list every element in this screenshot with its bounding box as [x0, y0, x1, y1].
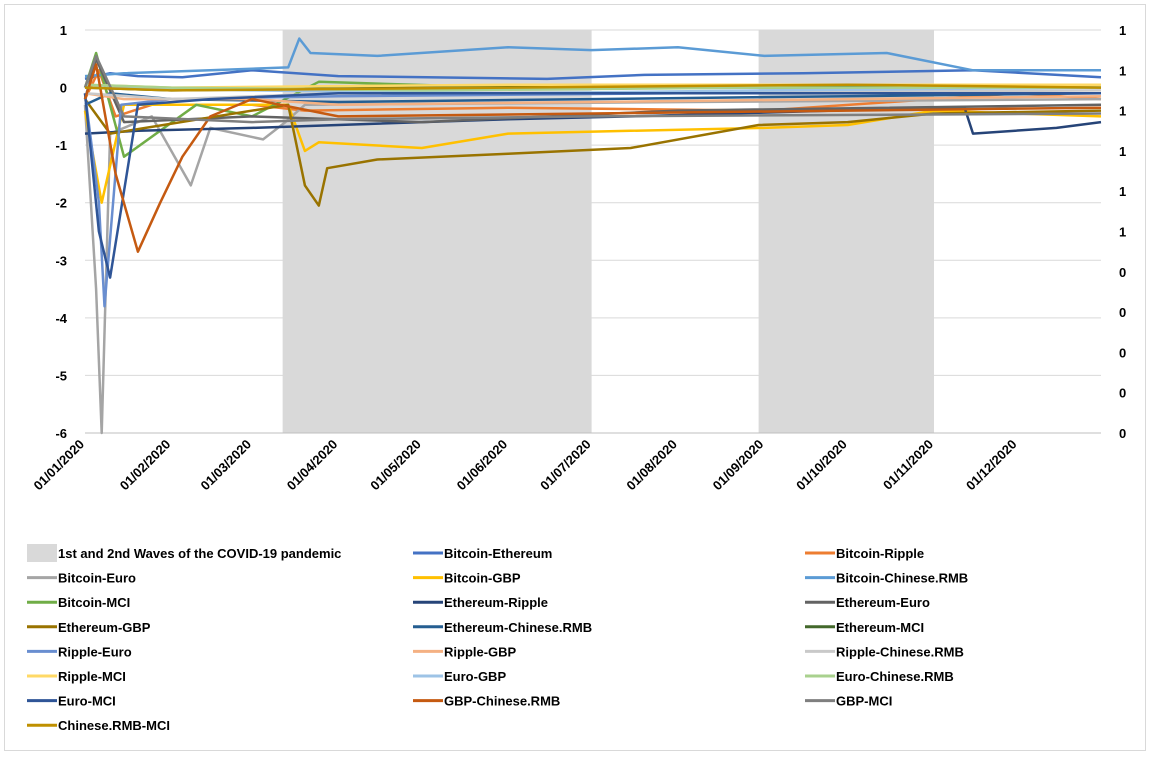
legend-swatch-band — [27, 544, 57, 562]
y-tick-label: -2 — [55, 196, 67, 211]
series-line-ethereum-chinese-rmb — [84, 92, 1102, 106]
series-line-euro-chinese-rmb — [84, 83, 1101, 92]
x-tick-label: 01/12/2020 — [963, 437, 1020, 494]
x-tick-label: 01/08/2020 — [623, 437, 680, 494]
y2-tick-label: 0 — [1119, 386, 1126, 401]
series-line-ripple-euro — [83, 92, 1101, 308]
series-line-gbp-mci — [83, 54, 1102, 124]
x-tick-label: 01/02/2020 — [117, 437, 174, 494]
y-tick-label: -4 — [55, 311, 67, 326]
legend-label: Ripple-Euro — [58, 644, 132, 659]
series-line-euro-mci — [83, 92, 1101, 279]
y2-tick-label: 1 — [1119, 144, 1126, 159]
legend-label: Euro-MCI — [58, 694, 116, 709]
legend-label: Bitcoin-Euro — [58, 571, 136, 586]
chart-frame: 1 0 -1 -2 -3 -4 -5 -6 1 1 1 1 1 1 0 0 0 0 0 01/01/2020 01/02… — [4, 4, 1146, 751]
y2-tick-label: 1 — [1119, 63, 1126, 78]
x-tick-label: 01/05/2020 — [367, 437, 424, 494]
legend-label: Euro-Chinese.RMB — [836, 669, 954, 684]
legend-label: Ethereum-Chinese.RMB — [444, 620, 592, 635]
legend-label: 1st and 2nd Waves of the COVID-19 pandem… — [58, 546, 341, 561]
y2-tick-label: 0 — [1119, 305, 1126, 320]
legend-label: Ripple-MCI — [58, 669, 126, 684]
x-tick-label: 01/10/2020 — [793, 437, 850, 494]
legend-label: Ethereum-Ripple — [444, 595, 548, 610]
series-line-ethereum-gbp — [83, 98, 1102, 207]
legend-label: Bitcoin-Ethereum — [444, 546, 552, 561]
x-tick-label: 01/11/2020 — [880, 437, 936, 493]
legend-label: Ripple-GBP — [444, 644, 517, 659]
series-line-ripple-gbp — [84, 92, 1102, 107]
legend-label: Chinese.RMB-MCI — [58, 718, 170, 733]
legend-label: Ethereum-Euro — [836, 595, 930, 610]
y-tick-label: -6 — [55, 426, 67, 441]
legend-label: Ethereum-GBP — [58, 620, 151, 635]
line-chart: 1 0 -1 -2 -3 -4 -5 -6 1 1 1 1 1 1 0 0 0 0 0 01/01/2020 01/02… — [27, 23, 1126, 733]
series-line-bitcoin-gbp — [83, 103, 1102, 204]
y2-tick-label: 1 — [1119, 104, 1126, 119]
y-tick-label: 0 — [60, 81, 67, 96]
series-line-bitcoin-ethereum — [84, 69, 1102, 81]
legend-label: Ripple-Chinese.RMB — [836, 644, 964, 659]
x-tick-label: 01/03/2020 — [198, 437, 255, 494]
x-tick-label: 01/07/2020 — [537, 437, 594, 494]
series-line-chinese-rmb-mci — [84, 83, 1102, 92]
series-group — [83, 37, 1102, 435]
series-line-bitcoin-chinese-rmb — [84, 37, 1101, 78]
y-tick-label: -5 — [55, 368, 67, 383]
x-tick-label: 01/09/2020 — [710, 437, 767, 494]
y2-tick-label: 0 — [1119, 426, 1126, 441]
legend-label: Bitcoin-GBP — [444, 571, 521, 586]
x-tick-label: 01/06/2020 — [454, 437, 511, 494]
x-tick-label: 01/01/2020 — [30, 437, 87, 494]
y-tick-label: -3 — [55, 253, 67, 268]
legend-label: Euro-GBP — [444, 669, 506, 684]
y2-tick-label: 0 — [1119, 265, 1126, 280]
legend-label: Bitcoin-Chinese.RMB — [836, 571, 968, 586]
y2-tick-label: 1 — [1119, 225, 1126, 240]
x-tick-label: 01/04/2020 — [284, 437, 341, 494]
y2-tick-label: 1 — [1119, 23, 1126, 38]
y2-tick-label: 0 — [1119, 345, 1126, 360]
y2-tick-label: 1 — [1119, 184, 1126, 199]
y-tick-label: -1 — [55, 138, 67, 153]
legend-label: Ethereum-MCI — [836, 620, 924, 635]
legend-label: Bitcoin-Ripple — [836, 546, 924, 561]
legend-label: GBP-MCI — [836, 694, 892, 709]
legend-label: Bitcoin-MCI — [58, 595, 130, 610]
legend-label: GBP-Chinese.RMB — [444, 694, 560, 709]
y-tick-label: 1 — [60, 23, 67, 38]
series-line-gbp-chinese-rmb — [83, 63, 1102, 253]
